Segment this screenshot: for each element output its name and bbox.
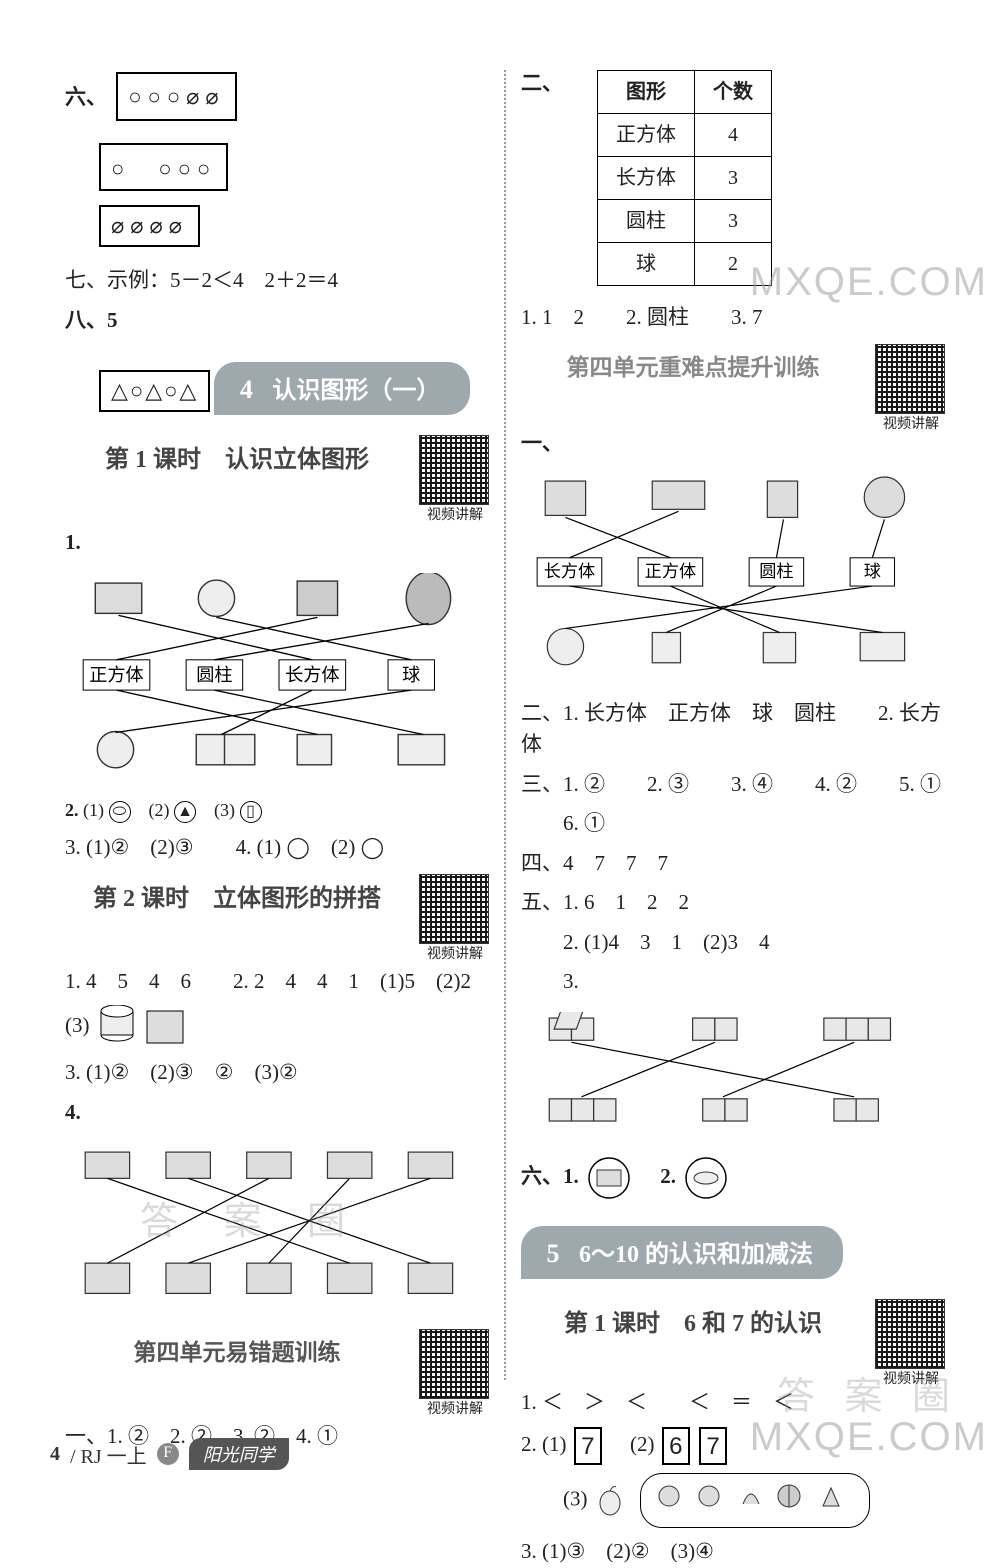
matching-diagram-2 (65, 1142, 489, 1304)
u5-q3: 3. (1)③ (2)② (3)④ (521, 1536, 945, 1568)
block-matching-diagram (521, 1012, 945, 1133)
svg-text:长方体: 长方体 (285, 665, 339, 685)
hard-q5b: 2. (1)4 3 1 (2)3 4 (521, 927, 945, 959)
q6-box-2: ○ ○○○ (99, 143, 228, 191)
hard-matching-diagram: 长方体 正方体 圆柱 球 (521, 473, 945, 675)
matching-diagram-1: 正方体 圆柱 长方体 球 (65, 573, 489, 775)
l2-q3: 3. (1)② (2)③ ② (3)② (65, 1057, 489, 1089)
left-q2: 2. (1) ⬭ (2) ▲ (3) ▯ (65, 797, 489, 824)
fruit-oval (640, 1473, 870, 1529)
qr-icon-3[interactable]: 视频讲解 (419, 1329, 489, 1399)
hard-q1-label: 一、 (521, 431, 563, 455)
watermark-url-2: MXQE.COM (750, 1415, 988, 1460)
l2-q1b: (3) (65, 1005, 489, 1049)
svg-text:正方体: 正方体 (645, 562, 696, 581)
table-answers: 1. 1 2 2. 圆柱 3. 7 (521, 302, 945, 334)
svg-text:球: 球 (864, 562, 881, 581)
qr-icon-4[interactable]: 视频讲解 (875, 344, 945, 414)
q6-box-3: ⌀⌀⌀⌀ (99, 205, 200, 247)
u5-q1: 1. ＜ ＞ ＜ ＜ ＝ ＜ (521, 1387, 945, 1419)
unit5-tab: 56～10 的认识和加减法 (521, 1226, 843, 1279)
hard-q6: 六、1. 2. (521, 1156, 945, 1200)
shape-count-table: 图形个数 正方体4 长方体3 圆柱3 球2 (597, 70, 772, 286)
l2-q1: 1. 4 5 4 6 2. 2 4 4 1 (1)5 (2)2 (65, 966, 489, 998)
hard-q5c: 3. (521, 966, 945, 998)
hard-q5: 五、1. 6 1 2 2 (521, 887, 945, 919)
hard-q3: 三、1. ② 2. ③ 3. ④ 4. ② 5. ① (521, 769, 945, 801)
u5-q2c: (3) (521, 1473, 945, 1529)
pear-icon (593, 1483, 627, 1517)
q6-label: 六、 ○○○⌀⌀ (65, 68, 489, 131)
left-column: 六、 ○○○⌀⌀ ○ ○○○ ⌀⌀⌀⌀ 七、示例：5－2＜4 2＋2＝4 八、5… (50, 60, 504, 1390)
qr-icon-5[interactable]: 视频讲解 (875, 1299, 945, 1369)
q7: 七、示例：5－2＜4 2＋2＝4 (65, 265, 489, 297)
left-q3: 3. (1)② (2)③ 4. (1) ◯ (2) ◯ (65, 832, 489, 864)
svg-text:圆柱: 圆柱 (759, 562, 793, 581)
l2-q4: 4. (65, 1100, 81, 1124)
hard-q3b: 6. ① (521, 808, 945, 840)
unit4-tab: 4认识图形（一） (214, 362, 470, 415)
q8: 八、5 (65, 305, 489, 337)
r-q2-label: 二、 (521, 68, 563, 100)
qr-icon[interactable]: 视频讲解 (419, 435, 489, 505)
hard-q2: 二、1. 长方体 正方体 球 圆柱 2. 长方体 (521, 698, 945, 761)
qr-icon-2[interactable]: 视频讲解 (419, 874, 489, 944)
watermark-url-1: MXQE.COM (750, 260, 988, 305)
svg-text:长方体: 长方体 (544, 562, 595, 581)
q8-box: △○△○△ (99, 370, 210, 412)
svg-text:球: 球 (402, 665, 420, 685)
svg-text:正方体: 正方体 (89, 665, 143, 685)
svg-text:圆柱: 圆柱 (196, 665, 232, 685)
q1-label: 1. (65, 530, 81, 554)
page-footer: 4 / RJ 一上 F 阳光同学 (50, 1438, 289, 1470)
q6-box-1: ○○○⌀⌀ (116, 72, 236, 121)
hard-q4: 四、4 7 7 7 (521, 848, 945, 880)
